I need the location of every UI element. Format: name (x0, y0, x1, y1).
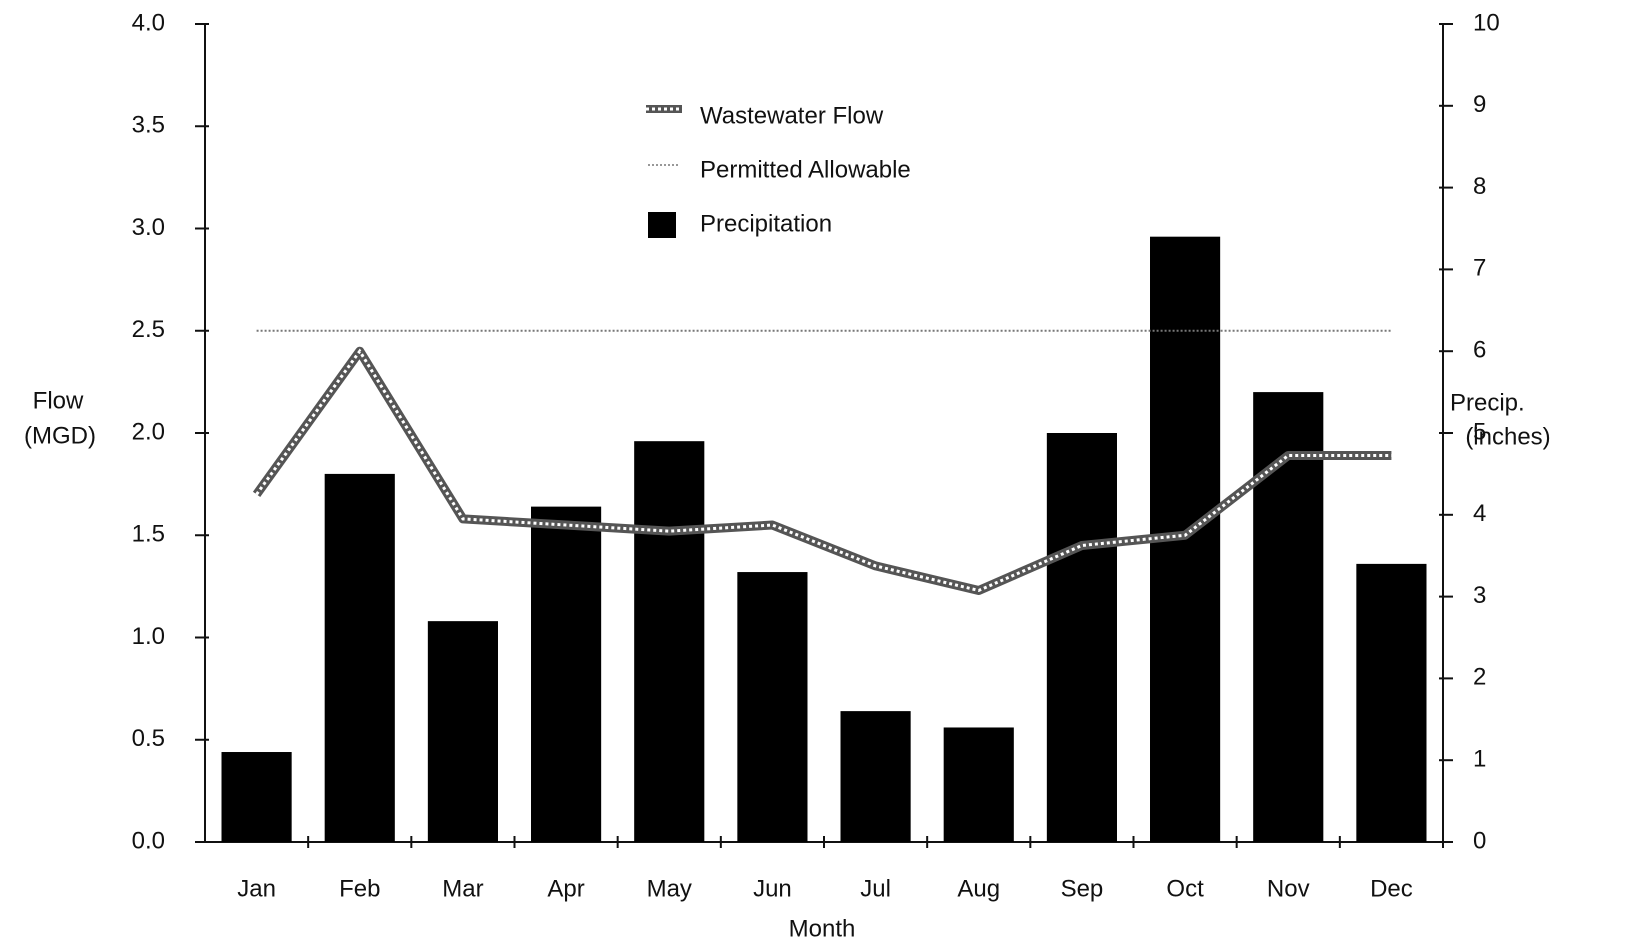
bar (840, 711, 911, 842)
bar (324, 473, 395, 842)
legend-label: Wastewater Flow (700, 102, 884, 129)
bar (221, 752, 292, 842)
bar (427, 621, 498, 842)
legend-label: Permitted Allowable (700, 156, 911, 183)
x-tick-label: Oct (1166, 875, 1204, 902)
y2-tick-label: 9 (1473, 91, 1486, 118)
x-tick-label: Sep (1061, 875, 1104, 902)
line-hatch (255, 348, 1392, 593)
x-tick-label: May (647, 875, 692, 902)
y-tick-label: 2.0 (132, 418, 165, 445)
y-tick-label: 3.0 (132, 214, 165, 241)
y2-tick-label: 4 (1473, 500, 1486, 527)
y2-tick-label: 7 (1473, 255, 1486, 282)
y2-tick-label: 8 (1473, 173, 1486, 200)
x-tick-label: Jun (753, 875, 792, 902)
y2-tick-label: 10 (1473, 9, 1500, 36)
y-tick-label: 0.0 (132, 827, 165, 854)
legend-label: Precipitation (700, 210, 832, 237)
x-tick-label: Jul (860, 875, 891, 902)
y-label: Flow (33, 387, 84, 414)
y2-tick-label: 3 (1473, 582, 1486, 609)
y-tick-label: 4.0 (132, 9, 165, 36)
x-tick-label: Mar (442, 875, 483, 902)
bar (634, 441, 705, 842)
bar (1253, 392, 1324, 842)
bar (1046, 433, 1117, 842)
line-series (252, 346, 1392, 595)
x-tick-label: Jan (237, 875, 276, 902)
y-tick-label: 1.5 (132, 521, 165, 548)
bar (1356, 563, 1427, 842)
y2-tick-label: 2 (1473, 664, 1486, 691)
bar (737, 572, 808, 842)
y-tick-label: 2.5 (132, 316, 165, 343)
bar (531, 506, 602, 842)
y-tick-label: 1.0 (132, 623, 165, 650)
y-tick-label: 3.5 (132, 112, 165, 139)
x-tick-label: Aug (957, 875, 1000, 902)
legend-swatch (648, 212, 676, 238)
y2-label: (inches) (1465, 423, 1550, 450)
y2-tick-label: 6 (1473, 337, 1486, 364)
y2-tick-label: 1 (1473, 746, 1486, 773)
y2-tick-label: 5 (1473, 418, 1486, 445)
y2-label: Precip. (1450, 389, 1525, 416)
x-label: Month (789, 915, 856, 942)
y-tick-label: 0.5 (132, 725, 165, 752)
x-tick-label: Nov (1267, 875, 1310, 902)
x-tick-label: Feb (339, 875, 380, 902)
y-label: (MGD) (24, 422, 96, 449)
y2-tick-label: 0 (1473, 827, 1486, 854)
x-tick-label: Apr (547, 875, 584, 902)
bar (943, 727, 1014, 842)
x-tick-label: Dec (1370, 875, 1413, 902)
